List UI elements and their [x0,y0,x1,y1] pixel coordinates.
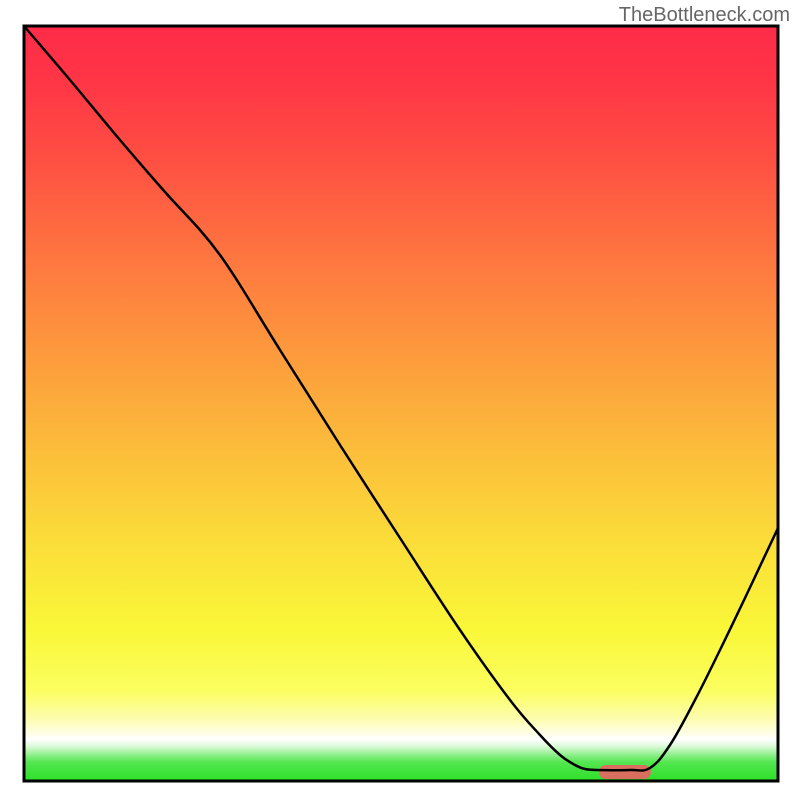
optimal-range-marker [599,765,651,779]
gradient-background [24,26,778,781]
bottleneck-chart [0,0,800,800]
chart-container [0,0,800,800]
watermark-text: TheBottleneck.com [619,4,790,27]
